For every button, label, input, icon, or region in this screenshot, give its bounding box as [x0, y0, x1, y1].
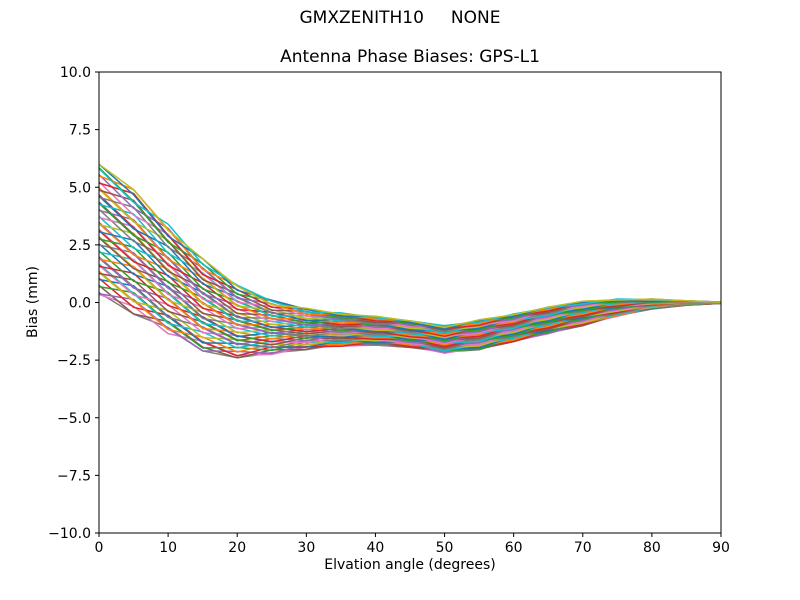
y-tick-label: −2.5 [57, 353, 91, 369]
x-tick-label: 0 [95, 540, 104, 556]
series-line [98, 167, 722, 327]
x-axis-label: Elvation angle (degrees) [324, 557, 496, 573]
x-tick-label: 40 [367, 540, 385, 556]
x-tick-label: 50 [436, 540, 454, 556]
x-tick-label: 60 [505, 540, 523, 556]
y-tick-label: 5.0 [69, 180, 91, 196]
y-tick-label: 7.5 [69, 123, 91, 139]
y-tick-label: −5.0 [57, 411, 91, 427]
x-tick-label: 90 [712, 540, 730, 556]
y-tick-label: 10.0 [60, 65, 91, 81]
y-axis-label: Bias (mm) [25, 265, 41, 339]
y-tick-label: 0.0 [69, 296, 91, 312]
chart-title: Antenna Phase Biases: GPS-L1 [280, 47, 540, 67]
figure-suptitle: GMXZENITH10 NONE [299, 8, 501, 28]
y-tick-label: −10.0 [48, 526, 91, 542]
series-line [98, 163, 722, 329]
x-tick-label: 70 [574, 540, 592, 556]
x-tick-label: 20 [228, 540, 246, 556]
y-tick-label: −7.5 [57, 468, 91, 484]
x-tick-label: 80 [643, 540, 661, 556]
x-tick-label: 30 [297, 540, 315, 556]
y-tick-label: 2.5 [69, 238, 91, 254]
x-tick-label: 10 [159, 540, 177, 556]
